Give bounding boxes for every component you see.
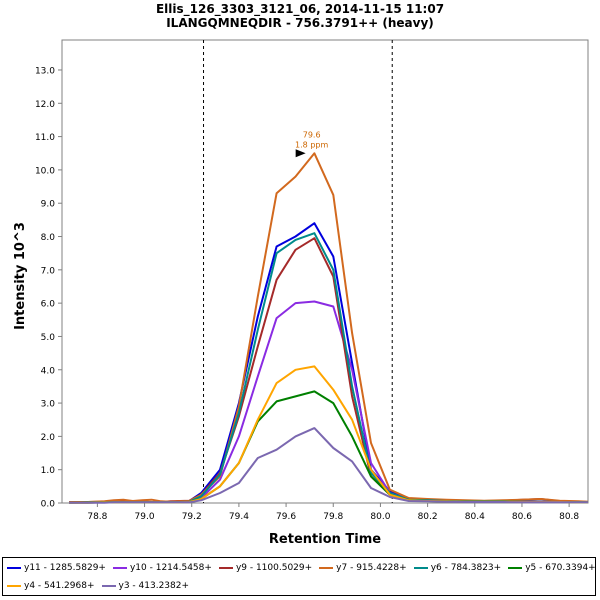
chart-title-line1: Ellis_126_3303_3121_06, 2014-11-15 11:07 xyxy=(155,2,445,16)
legend-swatch xyxy=(101,585,116,587)
x-tick-label: 78.8 xyxy=(87,512,107,522)
series-line xyxy=(69,427,588,504)
x-tick-label: 80.6 xyxy=(512,512,532,522)
peak-ppm-label: 1.8 ppm xyxy=(295,140,328,149)
legend-item: y10 - 1214.5458+ xyxy=(112,563,212,573)
y-axis-ticks: 0.0 1.0 2.0 3.0 4.0 5.0 6.0 7.0 8.0 9.0 10.0 11.0 12… xyxy=(35,66,62,510)
x-tick-label: 80.4 xyxy=(465,512,485,522)
y-tick-label: 7.0 xyxy=(41,266,56,276)
y-tick-label: 8.0 xyxy=(41,233,56,243)
y-tick-label: 9.0 xyxy=(41,200,56,210)
legend-label: y7 - 915.4228+ xyxy=(336,563,407,573)
x-tick-label: 79.4 xyxy=(229,512,249,522)
legend-swatch xyxy=(319,567,334,569)
legend-label: y3 - 413.2382+ xyxy=(118,581,190,591)
y-tick-label: 13.0 xyxy=(35,66,55,76)
series-lines xyxy=(69,152,589,504)
legend-label: y10 - 1214.5458+ xyxy=(129,563,212,573)
legend-swatch xyxy=(218,567,233,569)
y-tick-label: 4.0 xyxy=(41,366,56,376)
legend-label: y11 - 1285.5829+ xyxy=(24,563,106,573)
legend-label: y5 - 670.3394+ xyxy=(525,563,596,573)
legend-row: y11 - 1285.5829+ y10 - 1214.5458+ y9 - 110… xyxy=(7,560,600,576)
legend: y11 - 1285.5829+ y10 - 1214.5458+ y9 - 110… xyxy=(2,557,596,596)
legend-label: y9 - 1100.5029+ xyxy=(235,563,313,573)
legend-swatch xyxy=(7,567,21,569)
peak-annotation: 79.6 1.8 ppm xyxy=(295,130,328,158)
legend-item: y5 - 670.3394+ xyxy=(508,563,596,573)
legend-row: y4 - 541.2968+ y3 - 413.2382+ xyxy=(7,578,196,594)
legend-swatch xyxy=(112,567,127,569)
legend-item: y9 - 1100.5029+ xyxy=(218,563,313,573)
peak-rt-label: 79.6 xyxy=(303,130,321,139)
y-tick-label: 2.0 xyxy=(41,433,56,443)
y-tick-label: 11.0 xyxy=(35,133,55,143)
legend-item: y3 - 413.2382+ xyxy=(101,581,190,591)
y-tick-label: 10.0 xyxy=(35,166,55,176)
legend-item: y11 - 1285.5829+ xyxy=(7,563,106,573)
y-axis-label: Intensity 10^3 xyxy=(13,222,28,330)
y-tick-label: 5.0 xyxy=(41,333,56,343)
x-tick-label: 80.0 xyxy=(370,512,390,522)
peak-marker-icon xyxy=(295,149,306,158)
y-tick-label: 1.0 xyxy=(41,466,56,476)
chart-title-line2: ILANGQMNEQDIR - 756.3791++ (heavy) xyxy=(166,16,434,30)
y-tick-label: 12.0 xyxy=(35,100,55,110)
x-tick-label: 79.0 xyxy=(135,512,155,522)
x-tick-label: 79.2 xyxy=(182,512,202,522)
y-tick-label: 3.0 xyxy=(41,400,56,410)
legend-label: y4 - 541.2968+ xyxy=(24,581,95,591)
y-tick-label: 6.0 xyxy=(41,300,56,310)
x-tick-label: 80.2 xyxy=(418,512,438,522)
y-tick-label: 0.0 xyxy=(41,500,56,510)
x-tick-label: 80.8 xyxy=(559,512,579,522)
legend-item: y4 - 541.2968+ xyxy=(7,581,95,591)
x-axis-label: Retention Time xyxy=(269,532,381,547)
x-axis-ticks: 78.8 79.0 79.2 79.4 79.6 79.8 80.0 80.2 80.4 80.6… xyxy=(87,503,579,522)
plot-area xyxy=(61,39,589,504)
integration-boundaries xyxy=(203,40,393,503)
legend-item: y7 - 915.4228+ xyxy=(319,563,407,573)
x-tick-label: 79.8 xyxy=(323,512,343,522)
legend-swatch xyxy=(413,567,428,569)
legend-label: y6 - 784.3823+ xyxy=(430,563,502,573)
legend-item: y6 - 784.3823+ xyxy=(413,563,502,573)
legend-swatch xyxy=(508,567,523,569)
legend-swatch xyxy=(7,585,21,587)
x-tick-label: 79.6 xyxy=(276,512,296,522)
